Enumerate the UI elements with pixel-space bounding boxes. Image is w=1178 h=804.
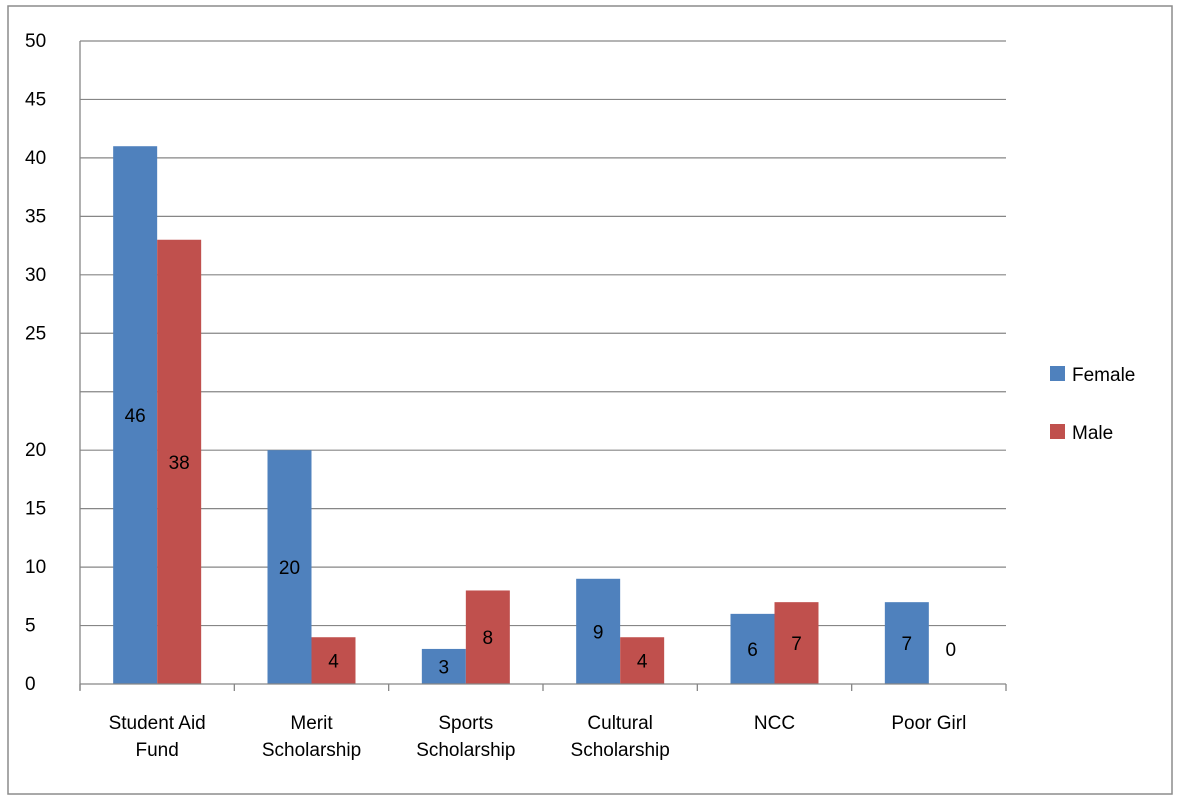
bar-male-sports-scholarship bbox=[465, 590, 510, 684]
x-tick-label-student-aid-fund: Student Aid Fund bbox=[109, 713, 206, 761]
data-label-female-cultural-scholarship: 9 bbox=[593, 622, 604, 643]
y-axis-tick-labels: 0 5 10 15 20 25 30 35 40 45 50 bbox=[25, 31, 46, 695]
bars bbox=[113, 146, 929, 684]
x-axis bbox=[79, 41, 1007, 691]
bar-male-cultural-scholarship bbox=[620, 637, 665, 684]
bar-female-poor-girl bbox=[884, 602, 929, 684]
data-label-female-student-aid-fund: 46 bbox=[125, 406, 146, 427]
y-tick-label: 35 bbox=[25, 206, 46, 227]
bar-female-cultural-scholarship bbox=[576, 578, 621, 684]
y-tick-label: 20 bbox=[25, 440, 46, 461]
data-labels: 46 20 3 9 6 7 38 4 8 4 7 0 bbox=[125, 406, 957, 678]
y-tick-label: 50 bbox=[25, 31, 46, 52]
bar-female-ncc bbox=[730, 613, 775, 684]
bar-male-merit-scholarship bbox=[311, 637, 356, 684]
legend: Female Male bbox=[1050, 365, 1135, 444]
x-tick-label-sports-scholarship: Sports Scholarship bbox=[416, 713, 515, 761]
data-label-male-sports-scholarship: 8 bbox=[483, 628, 494, 649]
y-tick-label: 40 bbox=[25, 148, 46, 169]
bar-female-sports-scholarship bbox=[421, 648, 466, 684]
x-tick-label-ncc: NCC bbox=[754, 713, 795, 734]
y-tick-label: 30 bbox=[25, 265, 46, 286]
y-tick-label: 0 bbox=[25, 674, 36, 695]
y-tick-label: 25 bbox=[25, 323, 46, 344]
x-tick-label-cultural-scholarship: Cultural Scholarship bbox=[571, 713, 670, 761]
data-label-female-sports-scholarship: 3 bbox=[439, 657, 450, 678]
y-tick-label: 15 bbox=[25, 499, 46, 520]
bar-female-merit-scholarship bbox=[267, 450, 312, 684]
data-label-female-merit-scholarship: 20 bbox=[279, 558, 300, 579]
legend-swatch-female bbox=[1050, 366, 1065, 381]
y-tick-label: 45 bbox=[25, 89, 46, 110]
data-label-male-student-aid-fund: 38 bbox=[169, 453, 190, 474]
data-label-female-ncc: 6 bbox=[747, 640, 758, 661]
bar-female-student-aid-fund bbox=[113, 146, 158, 684]
data-label-male-poor-girl: 0 bbox=[946, 640, 957, 661]
data-label-male-merit-scholarship: 4 bbox=[328, 652, 339, 673]
x-tick-label-poor-girl: Poor Girl bbox=[891, 713, 966, 734]
y-tick-label: 5 bbox=[25, 616, 36, 637]
x-axis-category-labels: Student Aid Fund Merit Scholarship Sports Sch… bbox=[109, 713, 967, 761]
legend-label-male: Male bbox=[1072, 423, 1113, 444]
y-tick-label: 10 bbox=[25, 557, 46, 578]
x-tick-label-merit-scholarship: Merit Scholarship bbox=[262, 713, 361, 761]
gridlines bbox=[80, 40, 1006, 627]
bar-male-student-aid-fund bbox=[157, 239, 202, 684]
legend-swatch-male bbox=[1050, 424, 1065, 439]
bar-male-ncc bbox=[774, 602, 819, 684]
legend-label-female: Female bbox=[1072, 365, 1135, 386]
data-label-female-poor-girl: 7 bbox=[902, 634, 913, 655]
data-label-male-cultural-scholarship: 4 bbox=[637, 652, 648, 673]
data-label-male-ncc: 7 bbox=[791, 634, 802, 655]
